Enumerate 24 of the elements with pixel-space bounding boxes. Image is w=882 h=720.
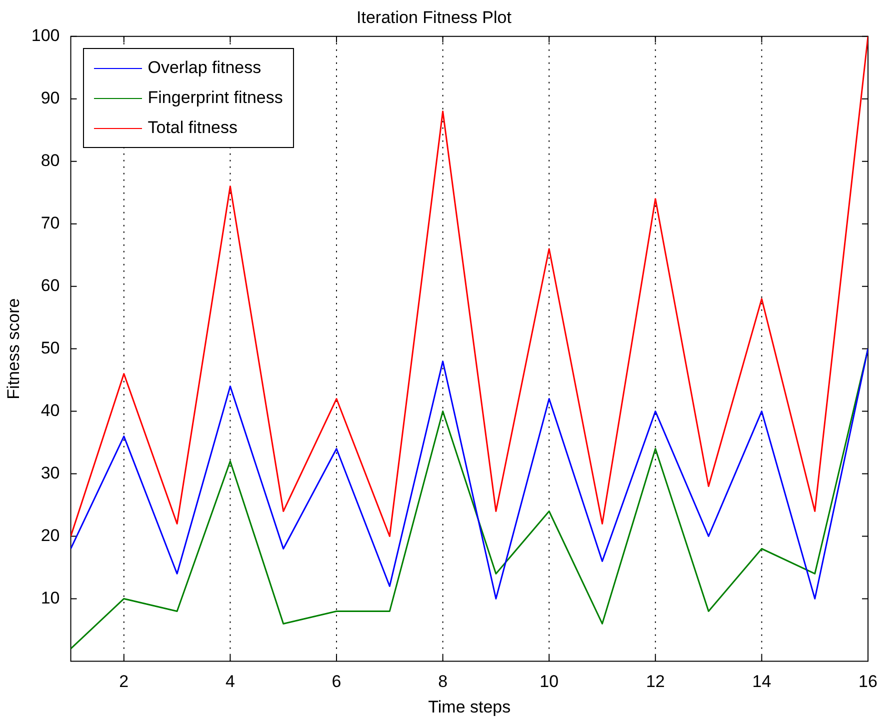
- x-tick-label: 16: [858, 672, 878, 692]
- x-tick-label: 8: [438, 672, 448, 692]
- x-tick-label: 10: [540, 672, 559, 692]
- y-tick-label: 70: [40, 214, 60, 233]
- y-tick-label: 20: [40, 526, 60, 545]
- y-tick-label: 50: [40, 338, 60, 358]
- y-tick-label: 30: [40, 463, 60, 482]
- legend-label: Fingerprint fitness: [148, 88, 283, 108]
- x-axis-title: Time steps: [428, 697, 511, 716]
- y-tick-label: 10: [40, 588, 60, 608]
- y-tick-label: 80: [40, 151, 60, 170]
- x-tick-label: 14: [752, 672, 772, 692]
- x-tick-label: 2: [119, 672, 129, 692]
- chart-title: Iteration Fitness Plot: [356, 8, 512, 27]
- x-tick-label: 4: [225, 672, 235, 692]
- y-tick-label: 90: [40, 88, 60, 108]
- legend-label: Total fitness: [148, 118, 238, 138]
- legend-label: Overlap fitness: [148, 58, 262, 78]
- y-tick-label: 40: [40, 400, 60, 420]
- x-tick-label: 6: [332, 672, 342, 692]
- y-tick-label: 60: [40, 276, 60, 296]
- y-tick-label: 100: [31, 26, 60, 46]
- x-tick-label: 12: [646, 672, 665, 692]
- y-axis-title: Fitness score: [4, 298, 23, 400]
